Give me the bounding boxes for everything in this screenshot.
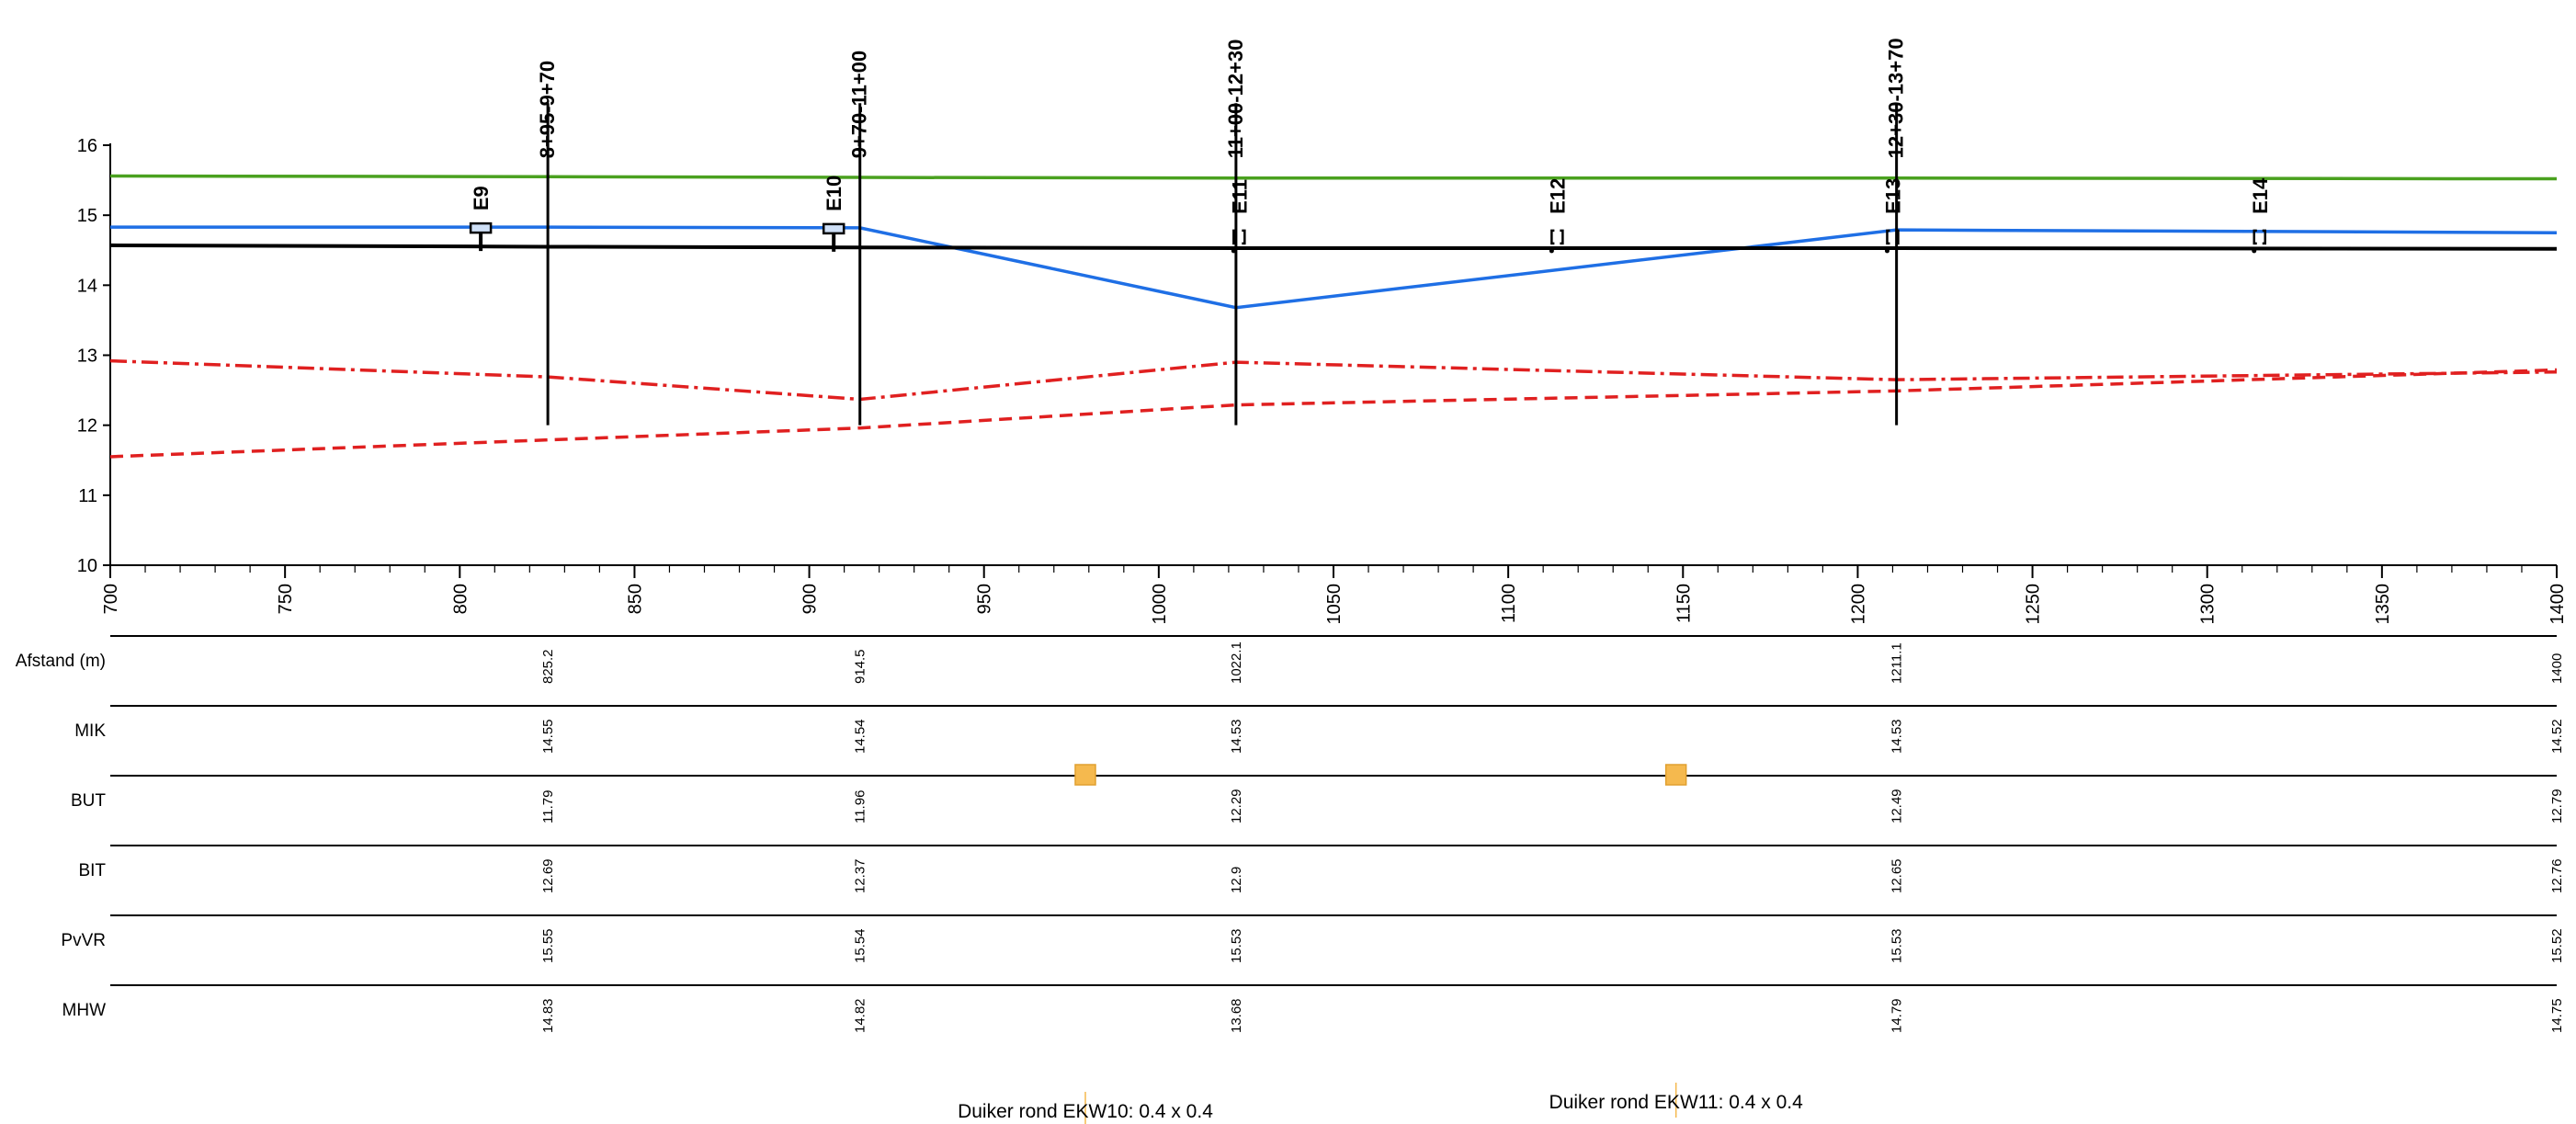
x-tick-label: 1300 bbox=[2198, 584, 2219, 625]
table-cell: 12.65 bbox=[1889, 858, 1905, 893]
structure-label: E10 bbox=[823, 176, 845, 211]
table-cell: 14.75 bbox=[2549, 998, 2565, 1033]
cross-sections: 8+95-9+70 9+70-11+00 11+00-12+30 12+30-13+7… bbox=[536, 38, 1908, 426]
table-cell: 12.76 bbox=[2549, 858, 2565, 893]
series-line-pvvr bbox=[109, 174, 2558, 181]
x-tick-label: 1350 bbox=[2373, 584, 2393, 625]
table-cell: 15.52 bbox=[2549, 928, 2565, 963]
x-tick-label: 900 bbox=[800, 584, 821, 614]
structure-label: E11 bbox=[1228, 179, 1251, 214]
structure-label: E12 bbox=[1546, 178, 1569, 214]
series-line-mhw bbox=[110, 225, 2558, 310]
structure-dot bbox=[1884, 248, 1889, 254]
table-cell: 14.53 bbox=[1889, 719, 1905, 754]
y-tick-label: 15 bbox=[77, 206, 97, 226]
structures: E9 E10 E11 E12 E13 E14 bbox=[469, 176, 2272, 254]
table-rows: Afstand (m) 825.2 914.5 1022.1 1211.1 1400 MIK… bbox=[16, 635, 2565, 1033]
structure-bracket bbox=[1886, 229, 1900, 245]
series-lines bbox=[109, 174, 2558, 459]
table-cell: 15.53 bbox=[1889, 928, 1905, 963]
x-tick-label: 950 bbox=[975, 584, 995, 614]
table-cell: 1211.1 bbox=[1889, 642, 1905, 684]
table-cell: 15.54 bbox=[853, 928, 868, 963]
x-tick-label: 1000 bbox=[1150, 584, 1170, 625]
table-cell: 12.79 bbox=[2549, 789, 2565, 823]
table-cell: 13.68 bbox=[1229, 998, 1244, 1033]
x-tick-label: 850 bbox=[625, 584, 645, 614]
structure-dot bbox=[2252, 248, 2257, 254]
x-tick-label: 1050 bbox=[1324, 584, 1345, 625]
table-row-label: PvVR bbox=[61, 931, 106, 950]
table-row-label: BIT bbox=[78, 861, 106, 880]
table-cell: 12.9 bbox=[1229, 867, 1244, 893]
culvert-marker bbox=[1664, 764, 1687, 786]
x-tick-label: 1150 bbox=[1674, 584, 1694, 623]
structure-dot bbox=[1549, 248, 1554, 254]
structure-bracket bbox=[1232, 229, 1246, 245]
culverts: Duiker rond EKW10: 0.4 x 0.4 Duiker rond … bbox=[958, 764, 1804, 1124]
table-row-label: BUT bbox=[71, 791, 106, 811]
section-label: 8+95-9+70 bbox=[536, 61, 559, 158]
structure-label: E14 bbox=[2249, 177, 2272, 214]
series-line-mik bbox=[109, 243, 2558, 251]
table-cell: 14.83 bbox=[540, 998, 556, 1033]
table-cell: 11.79 bbox=[540, 790, 556, 823]
section-label: 12+30-13+70 bbox=[1885, 38, 1908, 158]
table-cell: 14.79 bbox=[1889, 998, 1905, 1033]
series-line-but bbox=[109, 368, 2558, 459]
y-tick-label: 12 bbox=[77, 416, 97, 437]
table-cell: 14.52 bbox=[2549, 719, 2565, 754]
structure-label: E13 bbox=[1881, 178, 1904, 214]
y-tick-label: 10 bbox=[77, 556, 97, 576]
y-tick-label: 14 bbox=[77, 276, 97, 296]
x-tick-label: 1100 bbox=[1499, 584, 1519, 623]
y-tick-label: 11 bbox=[78, 486, 97, 506]
x-tick-label: 750 bbox=[276, 584, 296, 614]
structure-label: E9 bbox=[470, 186, 493, 210]
culvert-label: Duiker rond EKW11: 0.4 x 0.4 bbox=[1549, 1092, 1804, 1113]
x-tick-label: 800 bbox=[450, 584, 471, 614]
section-label: 11+00-12+30 bbox=[1224, 40, 1247, 159]
axes: 10 11 12 13 14 15 16 700 750 800 850 900 950 1000 1050… bbox=[77, 136, 2568, 625]
table-row-label: MHW bbox=[62, 1001, 107, 1020]
x-tick-label: 1250 bbox=[2024, 584, 2044, 625]
structure-bracket bbox=[2253, 229, 2267, 245]
table-cell: 15.55 bbox=[540, 928, 556, 963]
structure-bracket bbox=[1550, 229, 1564, 245]
table-cell: 914.5 bbox=[853, 649, 868, 684]
table-cell: 1400 bbox=[2549, 653, 2565, 684]
x-tick-label: 1200 bbox=[1848, 584, 1868, 625]
y-tick-label: 16 bbox=[77, 136, 97, 156]
structure-box bbox=[822, 222, 845, 235]
table-cell: 14.54 bbox=[853, 719, 868, 754]
table-cell: 12.29 bbox=[1229, 789, 1244, 823]
culvert-marker bbox=[1074, 764, 1096, 786]
x-tick-label: 700 bbox=[101, 584, 121, 614]
table-cell: 14.53 bbox=[1229, 719, 1244, 754]
table-cell: 14.82 bbox=[853, 998, 868, 1033]
table-cell: 15.53 bbox=[1229, 928, 1244, 963]
table-cell: 14.55 bbox=[540, 719, 556, 754]
table-cell: 1022.1 bbox=[1229, 641, 1244, 684]
x-tick-label: 1400 bbox=[2548, 584, 2568, 625]
table-cell: 12.37 bbox=[853, 858, 868, 893]
culvert-label: Duiker rond EKW10: 0.4 x 0.4 bbox=[958, 1101, 1213, 1122]
section-label: 9+70-11+00 bbox=[848, 51, 871, 158]
structure-box bbox=[469, 221, 493, 234]
table-cell: 12.49 bbox=[1889, 789, 1905, 823]
series-line-bit bbox=[109, 358, 2558, 402]
table-cell: 11.96 bbox=[853, 790, 868, 823]
structure-dot bbox=[1231, 248, 1236, 254]
y-tick-label: 13 bbox=[77, 346, 97, 367]
table-cell: 825.2 bbox=[540, 649, 556, 684]
table-row-label: Afstand (m) bbox=[16, 652, 106, 671]
table-cell: 12.69 bbox=[540, 858, 556, 893]
table-row-label: MIK bbox=[74, 721, 106, 741]
